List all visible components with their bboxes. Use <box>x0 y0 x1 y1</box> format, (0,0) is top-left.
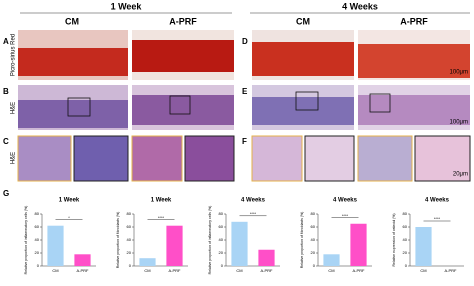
y-tick-label: 0 <box>221 263 224 268</box>
significance-label: **** <box>158 215 165 220</box>
y-tick-label: 40 <box>403 237 408 242</box>
significance-label: * <box>68 215 70 220</box>
scale-bar-label: 100μm <box>450 120 468 126</box>
y-axis-label: Relative expression of osteoid (%) <box>392 213 396 266</box>
scale-bar-label: 100μm <box>450 70 468 76</box>
y-tick-label: 20 <box>35 250 40 255</box>
significance-label: **** <box>342 213 349 218</box>
bar <box>258 249 275 266</box>
column-label: CM <box>65 16 79 26</box>
bar <box>231 221 248 266</box>
x-tick-label: A-PRF <box>169 268 182 273</box>
x-tick-label: A-PRF <box>445 268 458 273</box>
y-axis-label: Relative proportion of inflammatory cell… <box>208 206 212 275</box>
histology-images <box>17 12 471 182</box>
chart-title: 1 Week <box>151 198 172 204</box>
y-tick-label: 60 <box>219 224 224 229</box>
y-tick-label: 80 <box>219 211 224 216</box>
row-label: H&E <box>11 102 17 114</box>
y-axis-label: Relative proportion of inflammatory cell… <box>24 206 28 275</box>
y-tick-label: 60 <box>35 224 40 229</box>
week-label: 4 Weeks <box>342 1 378 11</box>
panel-label: G <box>3 189 9 198</box>
bar <box>350 223 367 266</box>
column-label: A-PRF <box>169 16 197 26</box>
y-tick-label: 40 <box>311 237 316 242</box>
x-tick-label: CM <box>144 268 150 273</box>
row-label: Picro-sirius Red <box>11 34 17 76</box>
y-axis-label: Relative proportion of fibroblasts (%) <box>116 212 120 269</box>
y-tick-label: 0 <box>405 263 408 268</box>
scale-bar-label: 20μm <box>453 172 468 178</box>
bar <box>47 225 64 266</box>
y-tick-label: 60 <box>311 224 316 229</box>
y-axis-label: Relative proportion of fibroblasts (%) <box>300 212 304 269</box>
column-label: CM <box>296 16 310 26</box>
chart-title: 4 Weeks <box>333 198 358 204</box>
y-tick-label: 20 <box>311 250 316 255</box>
panel-label: A <box>3 37 9 46</box>
y-tick-label: 80 <box>403 211 408 216</box>
panel-label: B <box>3 87 9 96</box>
y-tick-label: 20 <box>127 250 132 255</box>
y-tick-label: 0 <box>129 263 132 268</box>
panel-label: C <box>3 137 9 146</box>
x-tick-label: CM <box>236 268 242 273</box>
y-tick-label: 40 <box>219 237 224 242</box>
chart-title: 4 Weeks <box>241 198 266 204</box>
chart-title: 1 Week <box>59 198 80 204</box>
week-label: 1 Week <box>111 1 143 11</box>
charts: 1 Week Relative proportion of inflammator… <box>24 198 464 275</box>
y-tick-label: 80 <box>127 211 132 216</box>
row-label: H&E <box>11 152 17 164</box>
significance-label: **** <box>250 211 257 216</box>
y-tick-label: 40 <box>35 237 40 242</box>
y-tick-label: 40 <box>127 237 132 242</box>
x-tick-label: A-PRF <box>261 268 274 273</box>
y-tick-label: 0 <box>313 263 316 268</box>
x-tick-label: CM <box>52 268 58 273</box>
y-tick-label: 60 <box>403 224 408 229</box>
significance-label: **** <box>434 216 441 221</box>
y-tick-label: 20 <box>403 250 408 255</box>
y-tick-label: 20 <box>219 250 224 255</box>
bar <box>166 225 183 266</box>
x-tick-label: CM <box>420 268 426 273</box>
bar <box>415 227 432 266</box>
x-tick-label: A-PRF <box>353 268 366 273</box>
panel-label: F <box>242 137 247 146</box>
y-tick-label: 60 <box>127 224 132 229</box>
x-tick-label: A-PRF <box>77 268 90 273</box>
chart-title: 4 Weeks <box>425 198 450 204</box>
bar <box>323 254 340 266</box>
y-tick-label: 80 <box>311 211 316 216</box>
y-tick-label: 0 <box>37 263 40 268</box>
bar <box>74 254 91 266</box>
bar <box>139 258 156 266</box>
panel-label: D <box>242 37 248 46</box>
y-tick-label: 80 <box>35 211 40 216</box>
panel-label: E <box>242 87 248 96</box>
column-label: A-PRF <box>400 16 428 26</box>
x-tick-label: CM <box>328 268 334 273</box>
